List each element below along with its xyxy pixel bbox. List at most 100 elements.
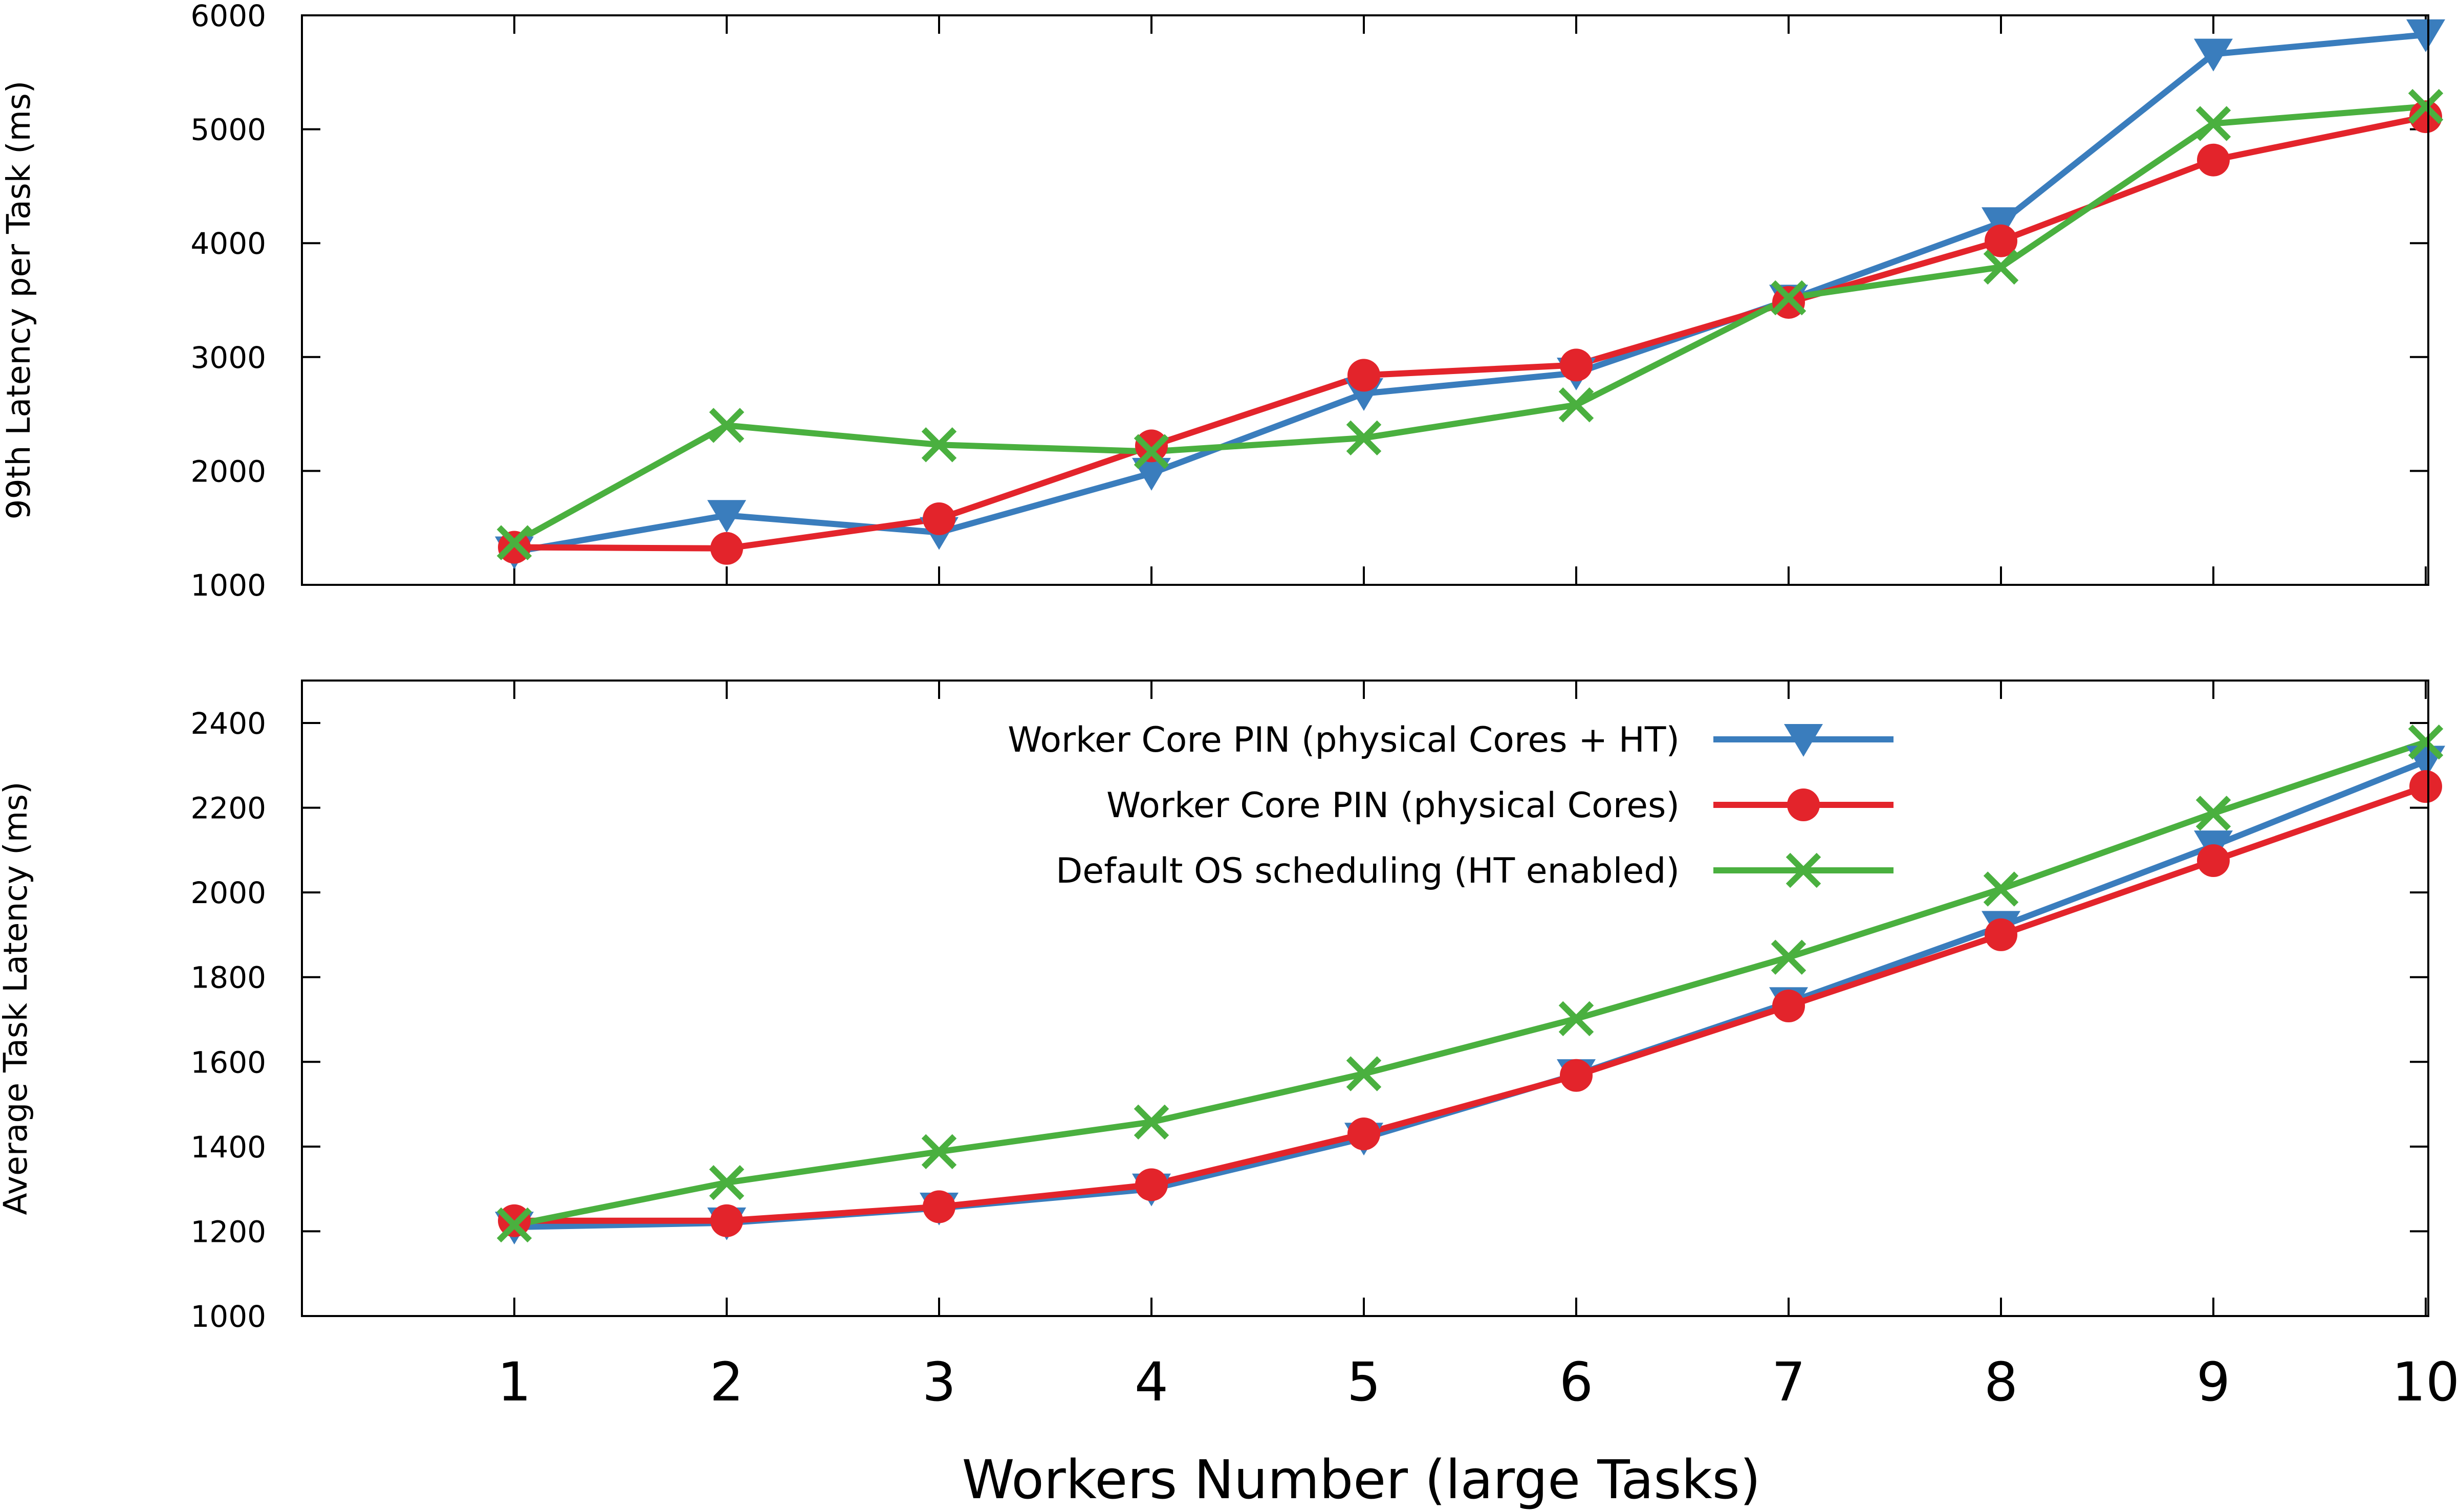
legend-entry-pin-ht: Worker Core PIN (physical Cores + HT): [1008, 720, 1894, 760]
data-point-pin_ht: [2194, 38, 2233, 72]
y-axis-label-top: 99th Latency per Task (ms): [0, 81, 37, 520]
x-tick-label: 7: [1772, 1351, 1805, 1413]
legend-marker: [1784, 724, 1823, 757]
y-tick-label: 3000: [190, 340, 266, 375]
data-point-pin_phys: [1560, 1059, 1593, 1092]
legend-entry-pin-phys: Worker Core PIN (physical Cores): [1106, 785, 1894, 826]
data-point-pin_phys: [923, 1190, 955, 1223]
x-axis-label: Workers Number (large Tasks): [962, 1449, 1761, 1511]
legend-marker: [1787, 788, 1820, 821]
y-tick-label: 2000: [190, 454, 266, 489]
y-tick-label: 1600: [190, 1045, 266, 1080]
y-tick-label: 1200: [190, 1214, 266, 1249]
series-markers-top: [495, 19, 2445, 569]
data-point-default: [2195, 106, 2231, 141]
y-axis-label-bottom: Average Task Latency (ms): [0, 781, 34, 1215]
series-line-pin_phys: [514, 114, 2427, 552]
legend-label-pin-phys: Worker Core PIN (physical Cores): [1106, 785, 1680, 826]
y-tick-label: 1400: [190, 1130, 266, 1165]
legend-sample-default: [1713, 852, 1894, 888]
series-line-pin_phys: [514, 783, 2427, 1224]
data-point-default: [1983, 871, 2019, 907]
data-point-default: [1771, 939, 1807, 975]
data-point-pin_phys: [710, 532, 743, 565]
data-point-pin_ht: [1982, 207, 2020, 240]
y-tick-label: 2000: [190, 875, 266, 910]
data-point-pin_ht: [707, 500, 746, 533]
data-point-default: [2195, 796, 2231, 831]
data-point-default: [709, 408, 745, 443]
data-point-default: [921, 1134, 957, 1170]
data-point-default: [709, 1165, 745, 1200]
y-tick-label: 6000: [190, 0, 266, 33]
legend-label-pin-ht: Worker Core PIN (physical Cores + HT): [1008, 720, 1680, 760]
data-point-pin_phys: [2409, 770, 2442, 803]
data-point-pin_phys: [1772, 286, 1805, 319]
plot-frame-bottom: [301, 680, 2429, 1317]
legend-marker: [1786, 852, 1821, 888]
x-tick-label: 9: [2196, 1351, 2230, 1413]
data-point-pin_phys: [2197, 143, 2230, 177]
y-tick-label: 5000: [190, 113, 266, 147]
y-tick-label: 2200: [190, 791, 266, 826]
panel-average-latency: 1000 1200 1400 1600 1800 2000 2200 2400 Average…: [0, 680, 2459, 1511]
y-tick-label: 1000: [190, 1299, 266, 1334]
data-point-pin_phys: [2409, 100, 2442, 134]
series-line-pin_ht: [513, 31, 2426, 555]
series-line-default: [513, 739, 2427, 1228]
series-lines-top: [513, 31, 2427, 555]
data-point-default: [1771, 280, 1807, 316]
data-point-default: [496, 525, 532, 560]
y-ticks-top: 1000 2000 3000 4000 5000 6000: [190, 0, 2428, 603]
legend: Worker Core PIN (physical Cores + HT) Wo…: [1008, 720, 1894, 891]
x-tick-label: 5: [1347, 1351, 1381, 1413]
x-tick-label: 8: [1984, 1351, 2018, 1413]
y-tick-label: 2400: [190, 706, 266, 741]
series-markers-bottom: [495, 725, 2445, 1245]
legend-sample-pin-phys: [1713, 788, 1894, 821]
x-tick-label: 6: [1559, 1351, 1593, 1413]
panel-99th-latency: 1000 2000 3000 4000 5000 6000 99th Latency pe…: [0, 0, 2445, 603]
data-point-pin_phys: [498, 531, 531, 564]
data-point-pin_phys: [1135, 1168, 1168, 1201]
legend-sample-pin-ht: [1713, 724, 1894, 757]
data-point-default: [921, 427, 957, 463]
y-tick-label: 4000: [190, 226, 266, 261]
data-point-default: [1558, 387, 1594, 423]
data-point-pin_ht: [2406, 19, 2445, 52]
x-tick-label: 4: [1135, 1351, 1168, 1413]
data-point-pin_phys: [1772, 990, 1805, 1023]
data-point-default: [2408, 89, 2444, 124]
x-tick-label: 10: [2392, 1351, 2459, 1413]
series-lines-bottom: [513, 739, 2427, 1231]
data-point-default: [1983, 249, 2019, 285]
data-point-pin_phys: [1347, 1117, 1380, 1151]
x-tick-label: 2: [710, 1351, 744, 1413]
y-ticks-bottom: 1000 1200 1400 1600 1800 2000 2200 2400: [190, 681, 2428, 1334]
data-point-default: [1134, 434, 1169, 469]
legend-label-default: Default OS scheduling (HT enabled): [1056, 851, 1680, 891]
data-point-default: [496, 1207, 532, 1243]
data-point-default: [1558, 1001, 1594, 1037]
data-point-pin_phys: [1135, 429, 1168, 463]
data-point-default: [1346, 420, 1382, 456]
y-tick-label: 1800: [190, 960, 266, 995]
data-point-pin_phys: [923, 502, 955, 535]
x-tick-labels: 1 2 3 4 5 6 7 8 9 10: [497, 1351, 2459, 1413]
data-point-pin_phys: [1560, 348, 1593, 382]
data-point-default: [2408, 725, 2444, 760]
data-point-pin_phys: [1985, 224, 2017, 257]
x-tick-label: 3: [922, 1351, 956, 1413]
data-point-pin_phys: [710, 1204, 743, 1237]
x-tick-label: 1: [497, 1351, 531, 1413]
legend-entry-default: Default OS scheduling (HT enabled): [1056, 851, 1894, 891]
data-point-pin_phys: [2197, 844, 2230, 878]
data-point-pin_ht: [1132, 457, 1171, 491]
data-point-pin_phys: [1347, 359, 1380, 392]
plot-frame-top: [301, 14, 2429, 586]
data-point-default: [1346, 1056, 1382, 1091]
series-line-pin_ht: [514, 758, 2427, 1231]
data-point-default: [1134, 1104, 1169, 1140]
y-tick-label: 1000: [190, 568, 266, 603]
